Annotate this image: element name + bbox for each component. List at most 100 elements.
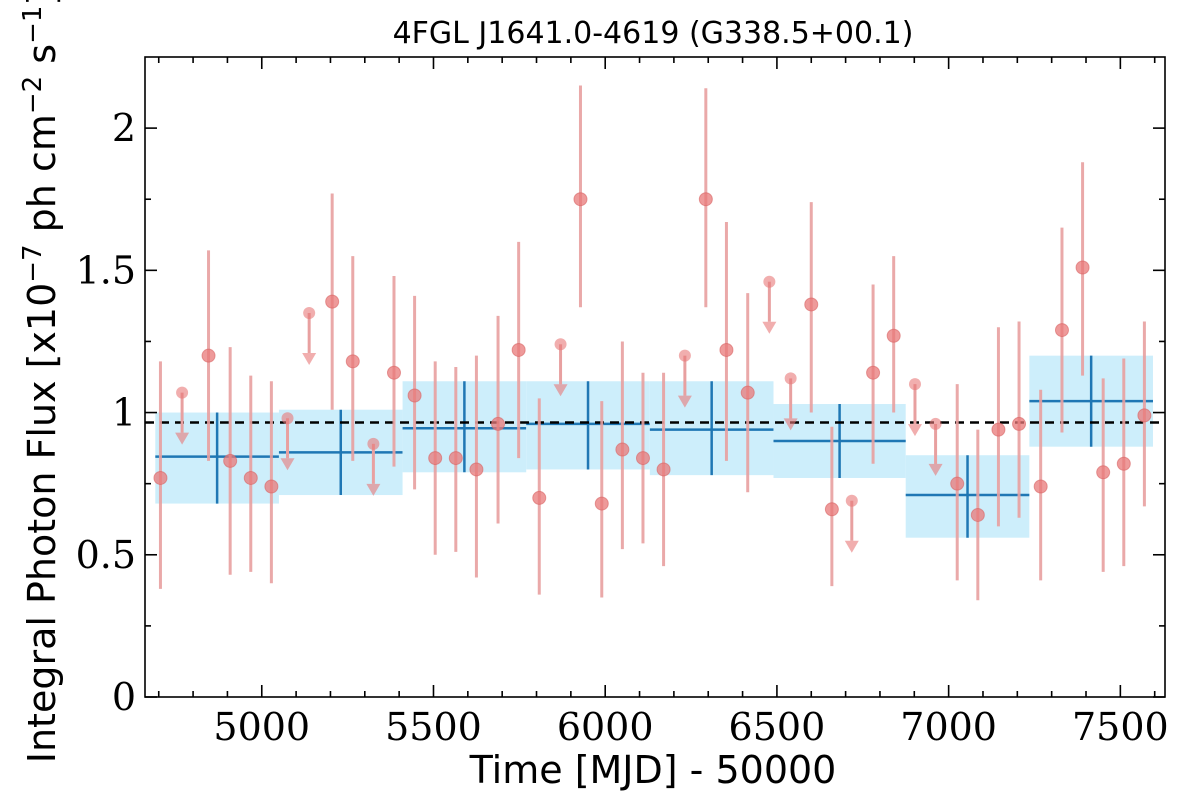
y-tick-label: 0: [112, 675, 136, 719]
measurement-point: [243, 375, 258, 572]
measurement-marker: [698, 192, 713, 207]
measurement-marker: [243, 470, 258, 485]
measurement-marker: [1096, 465, 1111, 480]
y-tick-label: 2: [112, 106, 136, 150]
y-tick-label: 1.5: [76, 248, 136, 292]
upper-limit-marker: [303, 307, 316, 319]
flux-bin: [155, 412, 279, 504]
y-label-exponent: −1: [18, 6, 48, 44]
measurement-marker: [656, 462, 671, 477]
measurement-point: [740, 293, 755, 493]
axis-ticks: [145, 57, 1165, 698]
measurement-marker: [573, 192, 588, 207]
upper-limit-arrow: [302, 353, 317, 365]
measurement-point: [991, 327, 1006, 527]
upper-limit-marker: [281, 412, 294, 425]
upper-limit-point: [280, 412, 295, 471]
binned-flux-layer: [155, 355, 1153, 538]
measurement-point: [511, 241, 526, 459]
measurement-marker: [1033, 479, 1048, 494]
measurement-marker: [1012, 416, 1027, 431]
measurement-point: [573, 85, 588, 308]
y-tick-label: 0.5: [76, 533, 136, 577]
upper-limit-point: [783, 372, 798, 431]
y-axis-label: Integral Photon Flux [x10−7 ph cm−2 s−1]: [18, 0, 64, 763]
measurement-marker: [345, 354, 360, 369]
measurement-marker: [491, 416, 506, 431]
upper-limit-arrow: [175, 432, 190, 445]
y-label-part: s: [20, 44, 64, 76]
measurement-marker: [635, 451, 650, 466]
measurement-marker: [740, 385, 755, 400]
measurement-point: [264, 381, 279, 584]
upper-limit-point: [907, 378, 922, 437]
measurement-marker: [1075, 260, 1090, 275]
upper-limit-point: [677, 349, 692, 408]
flux-bin: [649, 381, 774, 476]
measurement-marker: [950, 476, 965, 491]
upper-limit-arrow: [677, 395, 692, 408]
x-tick-label: 7500: [1072, 705, 1169, 749]
measurement-point: [1137, 321, 1152, 507]
measurement-point: [407, 295, 422, 490]
measurement-point: [223, 347, 238, 575]
measurement-marker: [970, 507, 985, 522]
measurement-marker: [386, 365, 401, 380]
measurement-point: [491, 315, 506, 524]
upper-limit-point: [762, 275, 777, 334]
flux-bin: [1029, 355, 1153, 447]
measurement-point: [824, 426, 839, 587]
measurement-point: [345, 256, 360, 461]
measurement-marker: [511, 342, 526, 357]
measurement-marker: [594, 496, 609, 511]
upper-limit-point: [928, 417, 943, 476]
measurement-marker: [264, 479, 279, 494]
flux-bin: [402, 381, 527, 473]
x-tick-label: 6500: [729, 705, 826, 749]
measurement-marker: [532, 490, 547, 505]
plot-frame: [144, 56, 1166, 698]
upper-limit-arrow: [928, 463, 943, 476]
y-label-exponent: −2: [18, 76, 48, 114]
measurement-point: [886, 256, 901, 413]
flux-bin: [526, 381, 650, 470]
y-label-exponent: −7: [18, 244, 48, 282]
upper-limit-marker: [176, 386, 189, 399]
measurement-marker: [991, 422, 1006, 437]
measurement-marker: [824, 502, 839, 517]
measurement-point: [1012, 321, 1027, 518]
x-tick-labels: 5000 5500 6000 6500 7000 7500: [213, 705, 1168, 749]
measurement-point: [1054, 227, 1069, 433]
measurement-point: [656, 372, 671, 567]
upper-limit-point: [175, 386, 190, 445]
measurement-marker: [1137, 408, 1152, 423]
upper-limit-arrow: [366, 483, 381, 496]
measurement-point: [448, 367, 463, 552]
measurement-marker: [325, 294, 340, 309]
measurement-marker: [407, 388, 422, 403]
upper-limit-point: [553, 338, 568, 397]
flux-bin: [905, 455, 1030, 538]
flux-bin: [278, 409, 403, 496]
y-label-part: Integral Photon Flux [x10: [20, 283, 64, 764]
measurement-point: [386, 276, 401, 467]
measurement-point: [1096, 378, 1111, 572]
upper-limit-marker: [763, 275, 776, 288]
upper-limit-arrow: [783, 418, 798, 431]
upper-limit-point: [302, 307, 317, 365]
measurement-marker: [1116, 456, 1131, 471]
measurement-point: [615, 341, 630, 550]
x-tick-label: 7000: [900, 705, 997, 749]
measurement-point: [153, 361, 168, 589]
upper-limit-layer: [175, 275, 943, 553]
measurement-marker: [719, 342, 734, 357]
upper-limit-point: [366, 437, 381, 496]
upper-limit-marker: [845, 494, 858, 507]
y-label-part: ph cm: [20, 114, 64, 244]
measurement-marker: [1054, 323, 1069, 338]
measurement-point: [950, 384, 965, 581]
measurement-point: [594, 401, 609, 598]
measurement-point: [1033, 389, 1048, 581]
upper-limit-arrow: [280, 458, 295, 471]
y-tick-label: 1: [112, 391, 136, 435]
